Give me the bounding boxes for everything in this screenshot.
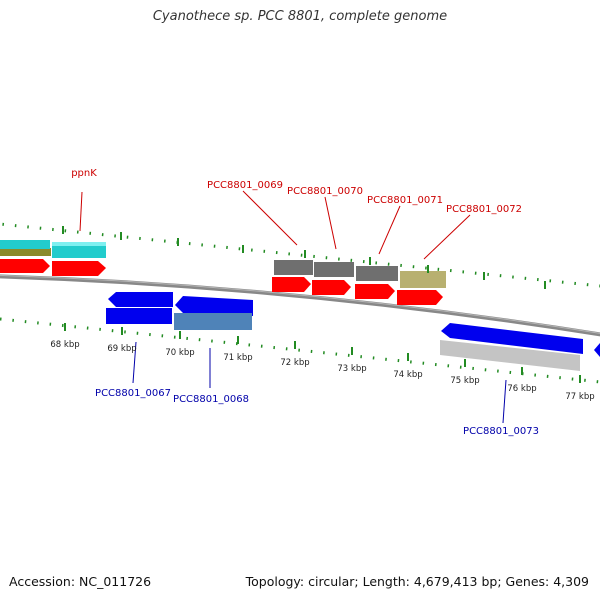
cds-olive-left[interactable] xyxy=(0,248,51,256)
cds-blue-arrow-0068[interactable] xyxy=(175,296,253,316)
scale-label: 69 kbp xyxy=(107,344,136,354)
inner-minor-ticks xyxy=(0,317,600,384)
cds-red-arrow-1[interactable] xyxy=(0,259,50,273)
cds-red-arrow-4[interactable] xyxy=(312,280,351,295)
cds-blue-arrow-0067[interactable] xyxy=(108,292,173,307)
cds-red-arrow-2[interactable] xyxy=(52,261,106,276)
feature-label-forward[interactable]: ppnK xyxy=(71,168,97,179)
genome-backbone xyxy=(0,274,600,337)
feature-label-forward[interactable]: PCC8801_0072 xyxy=(446,204,522,215)
cds-gray-0070[interactable] xyxy=(314,262,354,277)
cds-cyan-ppnk-shine xyxy=(52,242,106,246)
callout-line-0069 xyxy=(242,190,298,246)
scale-label: 70 kbp xyxy=(165,348,194,358)
feature-label-forward[interactable]: PCC8801_0070 xyxy=(287,186,363,197)
scale-label: 73 kbp xyxy=(337,364,366,374)
scale-label: 75 kbp xyxy=(450,376,479,386)
cds-blue-rect-0067[interactable] xyxy=(106,308,172,324)
scale-label: 68 kbp xyxy=(50,340,79,350)
callout-line-0070 xyxy=(324,196,337,250)
scale-labels: 68 kbp 69 kbp 70 kbp 71 kbp 72 kbp 73 kbp 74 k… xyxy=(50,340,594,402)
callout-line-0067 xyxy=(132,341,137,384)
callout-line-0072 xyxy=(423,214,471,260)
cds-gray-0071[interactable] xyxy=(356,266,398,281)
scale-label: 74 kbp xyxy=(393,370,422,380)
cds-khaki-0072[interactable] xyxy=(400,271,446,288)
scale-label: 71 kbp xyxy=(223,353,252,363)
scale-label: 72 kbp xyxy=(280,358,309,368)
callout-line-ppnk xyxy=(79,191,83,232)
cds-red-arrow-6[interactable] xyxy=(397,290,443,305)
callout-line-0071 xyxy=(378,205,401,255)
callout-line-0073 xyxy=(502,379,507,424)
genome-summary-text: Topology: circular; Length: 4,679,413 bp… xyxy=(245,574,589,589)
feature-label-forward[interactable]: PCC8801_0069 xyxy=(207,180,283,191)
feature-label-reverse[interactable]: PCC8801_0073 xyxy=(463,426,539,437)
cds-blue-arrow-0073[interactable] xyxy=(441,323,583,354)
map-title: Cyanothece sp. PCC 8801, complete genome xyxy=(152,9,448,24)
scale-label: 76 kbp xyxy=(507,384,536,394)
feature-label-reverse[interactable]: PCC8801_0068 xyxy=(173,394,249,405)
accession-text: Accession: NC_011726 xyxy=(9,574,152,589)
feature-label-reverse[interactable]: PCC8801_0067 xyxy=(95,388,171,399)
cds-steel-0068[interactable] xyxy=(174,313,252,330)
feature-label-forward[interactable]: PCC8801_0071 xyxy=(367,195,443,206)
major-ticks xyxy=(62,226,581,383)
cds-red-arrow-3[interactable] xyxy=(272,277,311,292)
inner-tick-ring xyxy=(0,317,600,384)
cds-gray-0069[interactable] xyxy=(274,260,313,275)
cds-blue-arrow-right-edge[interactable] xyxy=(594,343,600,357)
cds-red-arrow-5[interactable] xyxy=(355,284,395,299)
cds-cyan-left[interactable] xyxy=(0,240,50,249)
cds-silver-0073[interactable] xyxy=(440,340,580,371)
feature-labels: ppnK PCC8801_0069 PCC8801_0070 PCC8801_0071… xyxy=(71,168,539,437)
scale-label: 77 kbp xyxy=(565,392,594,402)
